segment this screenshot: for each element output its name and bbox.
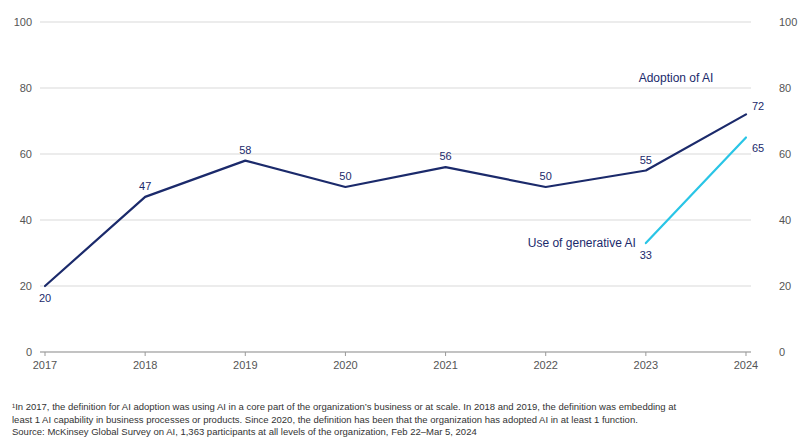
x-tick [345, 352, 346, 356]
data-label: 20 [39, 292, 51, 304]
series-label: Use of generative AI [528, 236, 636, 250]
grid-line [40, 88, 751, 89]
grid-line [40, 22, 751, 23]
x-axis-line [40, 352, 751, 353]
y-tick-label: 100 [14, 16, 32, 28]
data-label: 55 [640, 154, 652, 166]
series-line [646, 138, 746, 244]
data-label: 47 [139, 180, 151, 192]
footnote: least 1 AI capability in business proces… [12, 414, 638, 425]
x-tick [45, 352, 46, 356]
y-tick-label: 80 [20, 82, 32, 94]
y2-tick-label: 80 [779, 82, 791, 94]
y2-tick-label: 40 [779, 214, 791, 226]
data-label: 56 [439, 150, 451, 162]
data-label: 58 [239, 144, 251, 156]
x-tick-label: 2020 [333, 359, 357, 371]
x-tick-label: 2018 [133, 359, 157, 371]
y2-tick-label: 100 [779, 16, 797, 28]
y2-tick-label: 20 [779, 280, 791, 292]
grid-line [40, 352, 751, 353]
data-label: 50 [540, 170, 552, 182]
chart: 0020204040606080801001002017201820192020… [0, 0, 811, 443]
grid-line [40, 220, 751, 221]
lines [45, 114, 746, 286]
page: {"chart_data": { "type": "line", "series… [0, 0, 811, 443]
data-label: 33 [640, 249, 652, 261]
series-line [45, 114, 746, 286]
footnote: Source: McKinsey Global Survey on AI, 1,… [12, 426, 477, 437]
series-label: Adoption of AI [639, 71, 714, 85]
y2-tick-label: 60 [779, 148, 791, 160]
y-tick-label: 40 [20, 214, 32, 226]
y-tick-label: 20 [20, 280, 32, 292]
footnote: ¹In 2017, the definition for AI adoption… [12, 401, 677, 412]
x-tick [745, 352, 746, 356]
x-tick-label: 2019 [233, 359, 257, 371]
y-tick-label: 60 [20, 148, 32, 160]
data-label: 72 [752, 100, 764, 112]
data-labels: 20 47 58 50 56 50 55 72 33 65 [39, 100, 764, 304]
x-tick-label: 2022 [533, 359, 557, 371]
data-label: 65 [752, 142, 764, 154]
x-tick-label: 2021 [433, 359, 457, 371]
x-tick [445, 352, 446, 356]
y-tick-label: 0 [26, 346, 32, 358]
data-label: 50 [339, 170, 351, 182]
x-tick [645, 352, 646, 356]
x-tick [145, 352, 146, 356]
y-grid [40, 22, 751, 352]
x-tick-label: 2024 [734, 359, 758, 371]
x-tick [545, 352, 546, 356]
y2-tick-label: 0 [779, 346, 785, 358]
grid-line [40, 286, 751, 287]
x-tick-label: 2017 [33, 359, 57, 371]
x-tick-label: 2023 [634, 359, 658, 371]
x-tick [245, 352, 246, 356]
